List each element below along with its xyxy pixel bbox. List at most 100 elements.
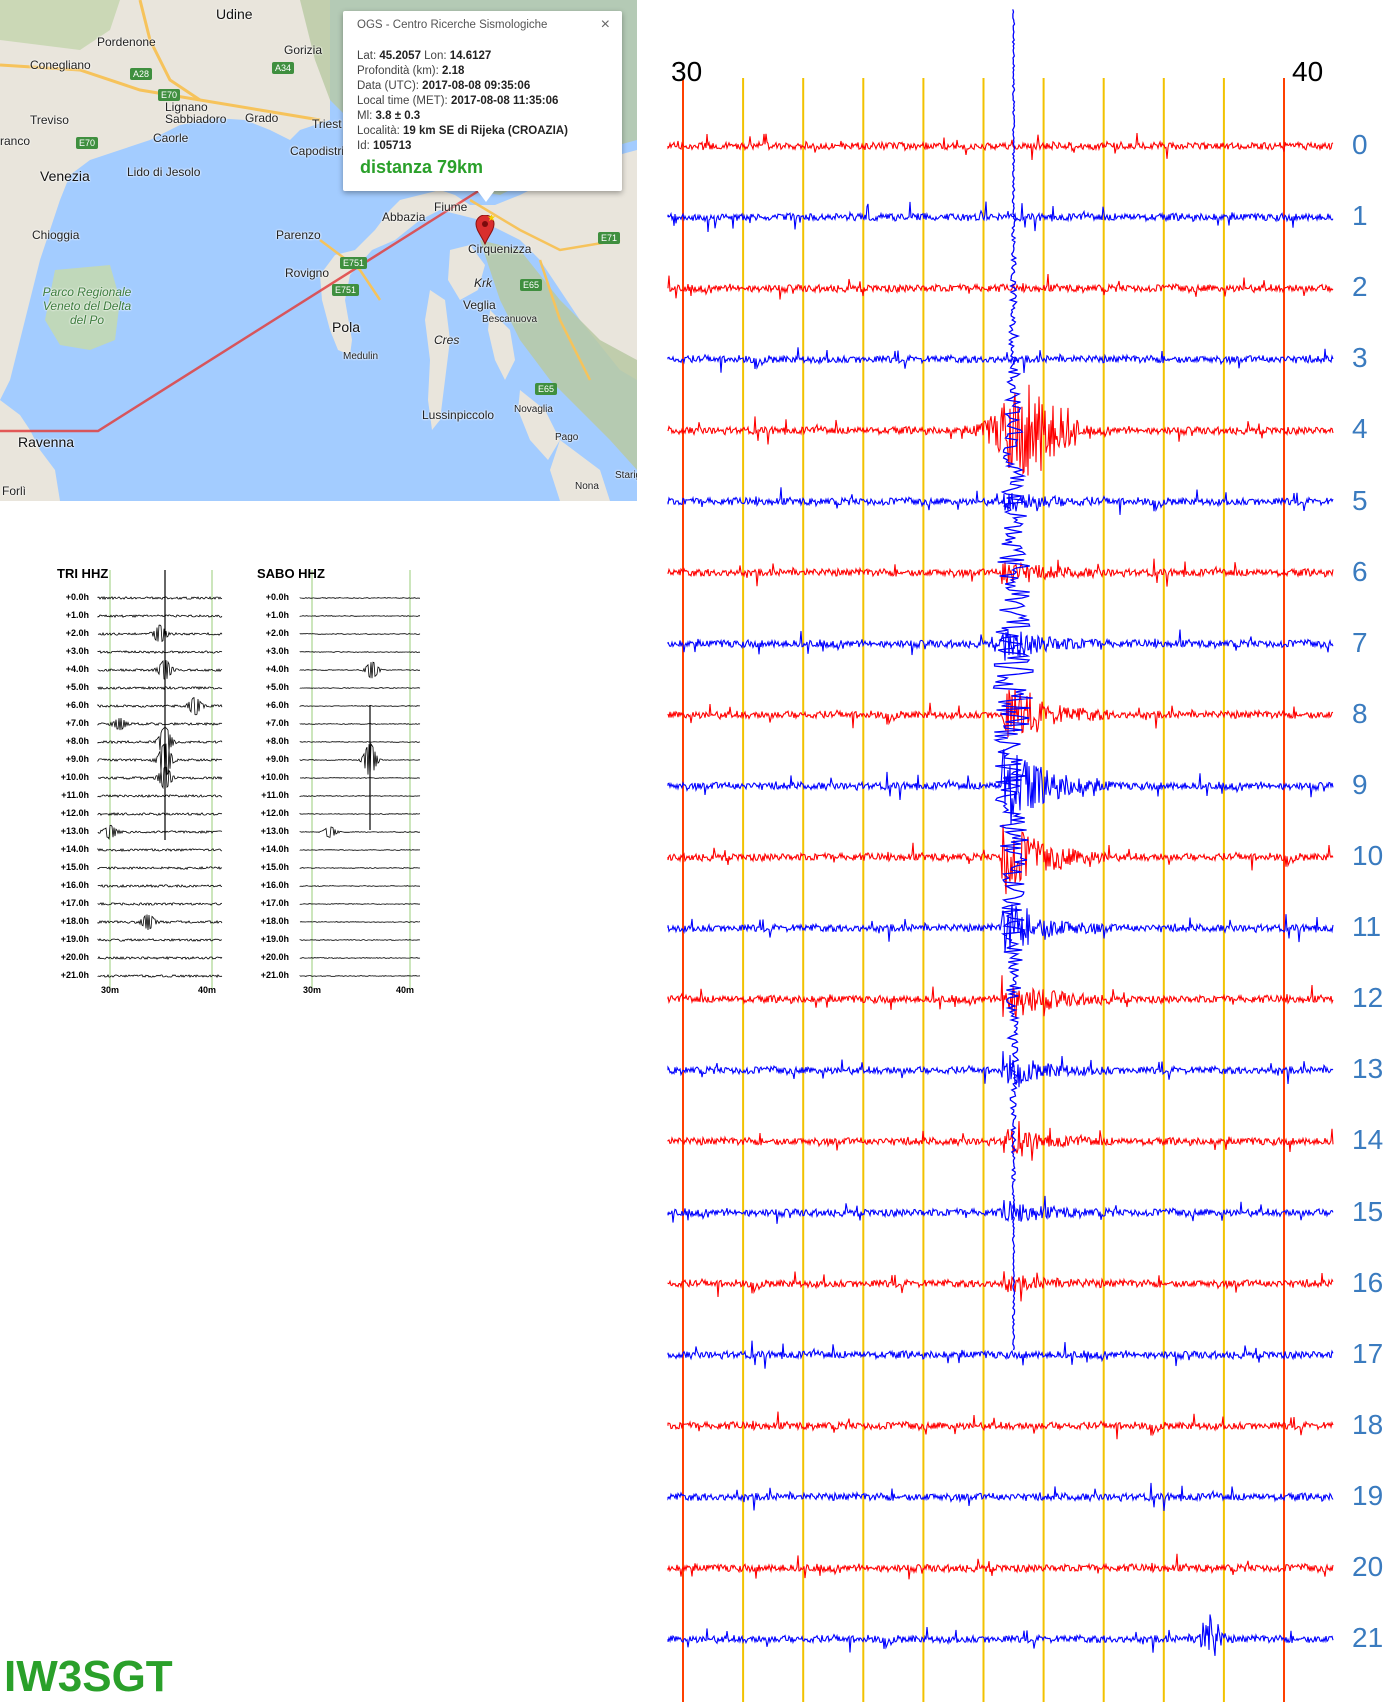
popup-row-id: Id: 105713 (357, 140, 412, 152)
map-place-pago: Pago (555, 432, 579, 443)
helicorder-trace (97, 811, 223, 816)
helicorder-trace (97, 974, 223, 978)
helicorder-trace (97, 624, 223, 643)
helicorder-trace (299, 826, 420, 838)
helicorder-row-label: +3.0h (65, 646, 89, 656)
helicorder-trace (299, 939, 421, 941)
helicorder-trace (97, 955, 223, 961)
trace-hour-9 (667, 749, 1334, 825)
row-label: 6 (1352, 555, 1368, 587)
map-place-caorle: Caorle (153, 131, 189, 145)
row-label: 14 (1352, 1124, 1384, 1156)
map-place-treviso: Treviso (30, 113, 69, 127)
helicorder-trace (97, 883, 223, 888)
trace-hour-14 (667, 1121, 1334, 1161)
road-shield: E70 (76, 137, 99, 149)
road-shield: E71 (598, 232, 621, 244)
road-shield: E751 (340, 257, 368, 269)
helicorder-trace (299, 687, 421, 689)
helicorder-row-label: +20.0h (60, 952, 89, 962)
map-place-pordenone: Pordenone (97, 35, 156, 49)
helicorder-trace (299, 705, 420, 707)
helicorder-trace (97, 847, 223, 853)
helicorder-trace (97, 824, 223, 840)
row-label: 18 (1352, 1408, 1384, 1440)
row-label: 2 (1352, 271, 1368, 303)
event-info-popup: OGS - Centro Ricerche Sismologiche × Lat… (343, 11, 622, 191)
row-label: 1 (1352, 200, 1368, 232)
helicorder-trace (299, 975, 421, 977)
map-place-abbazia: Abbazia (382, 210, 426, 224)
helicorder-trace (97, 743, 223, 777)
road-shield: E65 (520, 279, 543, 291)
map-place-grado: Grado (245, 111, 279, 125)
helicorder-trace (299, 921, 421, 923)
helicorder-row-label: +19.0h (260, 934, 289, 944)
helicorder-trace (97, 766, 223, 790)
helicorder-row-label: +21.0h (260, 970, 289, 980)
helicorder-row-label: +8.0h (65, 736, 89, 746)
helicorder-trace (299, 661, 421, 679)
helicorder-row-label: +15.0h (60, 862, 89, 872)
road-shield: E751 (332, 284, 360, 296)
helicorder-row-label: +7.0h (265, 718, 289, 728)
map-place-starig: Starig (615, 470, 637, 481)
helicorder-row-label: +16.0h (60, 880, 89, 890)
map-place-krk: Krk (474, 276, 492, 290)
map-place-cres: Cres (434, 333, 460, 347)
popup-row-coordinates: Lat: 45.2057 Lon: 14.6127 (357, 50, 492, 62)
map-place-gorizia: Gorizia (284, 43, 323, 57)
helicorder-row-label: +5.0h (265, 682, 289, 692)
helicorder-row-label: +11.0h (61, 790, 89, 800)
helicorder-trace (97, 902, 223, 906)
helicorder-row-label: +11.0h (261, 790, 289, 800)
x-tick-label: 40 (1292, 56, 1324, 87)
trace-hour-8 (667, 689, 1334, 738)
map-place-rovigno: Rovigno (285, 266, 330, 280)
map-place-lignano: Lignano Sabbiadoro (165, 100, 227, 126)
map-place-lussinpiccolo: Lussinpiccolo (422, 408, 495, 422)
trace-hour-20 (667, 1553, 1334, 1580)
helicorder-title: SABO HHZ (257, 566, 325, 581)
helicorder-trace (299, 812, 421, 815)
row-label: 15 (1352, 1195, 1384, 1227)
trace-hour-19 (667, 1482, 1334, 1511)
epicenter-map[interactable]: Udine Pordenone Conegliano Gorizia Trevi… (0, 0, 637, 501)
helicorder-trace (97, 727, 223, 753)
row-label: 4 (1352, 413, 1368, 445)
helicorder-row-label: +16.0h (260, 880, 289, 890)
helicorder-trace (97, 614, 223, 619)
map-place-venezia: Venezia (40, 168, 90, 184)
trace-hour-6 (667, 558, 1334, 587)
row-label: 8 (1352, 697, 1368, 729)
helicorder-row-label: +6.0h (265, 700, 289, 710)
helicorder-trace (299, 957, 421, 959)
helicorder-trace (299, 795, 421, 797)
helicorder-row-label: +4.0h (65, 664, 89, 674)
trace-hour-10 (667, 824, 1334, 895)
helicorder-row-label: +4.0h (265, 664, 289, 674)
helicorder-trace (299, 777, 421, 779)
road-shield: A34 (272, 62, 295, 74)
trace-hour-2 (667, 273, 1334, 300)
helicorder-row-label: +5.0h (65, 682, 89, 692)
row-label: 20 (1352, 1551, 1384, 1582)
helicorder-title: TRI HHZ (57, 566, 109, 581)
event-spike (992, 9, 1034, 1351)
helicorder-row-label: +18.0h (260, 916, 289, 926)
popup-details: Lat: 45.2057 Lon: 14.6127 Profondità (km… (357, 49, 568, 154)
map-place-bescanuova: Bescanuova (482, 314, 538, 325)
helicorder-row-label: +13.0h (60, 826, 89, 836)
helicorder-row-label: +8.0h (265, 736, 289, 746)
helicorder-trace (299, 741, 421, 743)
trace-hour-18 (667, 1411, 1334, 1440)
x-tick-label: 30 (671, 56, 703, 87)
close-icon[interactable]: × (600, 16, 610, 33)
helicorder-row-label: +0.0h (265, 592, 289, 602)
map-place-fiume: Fiume (434, 200, 468, 214)
map-place-parenzo: Parenzo (276, 228, 321, 242)
helicorder-x-tick: 30m (101, 985, 120, 995)
trace-hour-13 (667, 1051, 1334, 1088)
helicorder-x-tick: 40m (396, 985, 415, 995)
